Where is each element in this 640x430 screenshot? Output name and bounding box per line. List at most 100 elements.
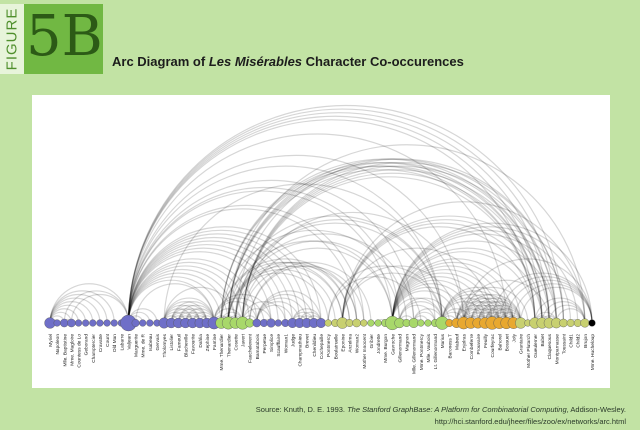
arc-link-51	[127, 272, 229, 324]
arc-link-106	[127, 205, 365, 324]
arc-link-39	[163, 297, 215, 324]
arc-link-79	[256, 301, 301, 324]
arc-link-162	[391, 272, 493, 324]
arc-link-35	[177, 308, 208, 324]
node-label-8: Count	[105, 333, 111, 346]
arc-link-124	[398, 304, 436, 324]
arc-link-231	[391, 240, 557, 324]
arc-link-145	[127, 154, 465, 324]
node-38	[316, 318, 326, 328]
arc-link-177	[391, 265, 508, 324]
arc-link-240	[541, 301, 586, 324]
arc-link-252	[391, 222, 593, 324]
node-12	[131, 319, 140, 327]
arc-link-127	[398, 301, 443, 324]
arc-link-246	[555, 308, 586, 324]
arc-link-193	[455, 293, 515, 324]
arc-link-179	[463, 301, 508, 324]
node-label-26: Cosette	[233, 334, 239, 351]
arc-link-111	[241, 247, 393, 324]
node-label-10: Labarre	[119, 334, 125, 351]
arc-link-55	[163, 286, 237, 324]
node-29	[252, 318, 262, 328]
node-label-29: Bamatabois	[255, 333, 261, 359]
node-1	[53, 319, 61, 327]
arc-link-130	[234, 219, 443, 324]
arc-link-118	[234, 233, 415, 324]
arc-link-77	[127, 237, 301, 324]
arc-link-174	[441, 294, 500, 324]
node-label-30: Perpetue	[262, 334, 268, 354]
arc-link-244	[341, 201, 586, 324]
arc-link-216	[391, 247, 543, 324]
arc-link-208	[241, 176, 536, 324]
node-label-2: Mlle. Baptistine	[62, 334, 68, 367]
arc-link-7	[49, 297, 101, 324]
arc-link-11	[63, 290, 130, 324]
source-prefix: Source: Knuth, D. E. 1993.	[255, 405, 348, 414]
arc-link-133	[227, 215, 443, 324]
arc-link-238	[391, 229, 579, 324]
node-label-49: Gillenormand	[397, 334, 403, 363]
arc-link-184	[127, 133, 508, 324]
arc-link-213	[127, 115, 543, 324]
node-label-64: Bossuet	[504, 333, 510, 351]
node-label-75: Brujon	[583, 334, 589, 348]
arc-link-163	[455, 304, 493, 324]
arc-link-46	[134, 283, 215, 324]
arc-link-40	[170, 301, 215, 324]
arc-link-210	[341, 226, 536, 324]
node-42	[345, 319, 354, 327]
arc-link-83	[256, 297, 308, 324]
node-label-3: Mme. Magloire	[69, 334, 75, 366]
node-label-7: Cravatte	[98, 334, 104, 352]
node-label-6: Champtercier	[91, 334, 97, 363]
node-label-66: Grantaire	[519, 334, 525, 354]
arc-link-64	[213, 301, 258, 324]
node-label-60: Prouvaire	[476, 334, 482, 355]
arc-link-54	[127, 268, 237, 324]
source-italic: The Stanford GraphBase: A Platform for C…	[347, 405, 567, 414]
arc-link-112	[127, 190, 393, 324]
arc-link-74	[241, 301, 286, 324]
arc-link-245	[548, 304, 586, 324]
node-label-62: Courfeyrac	[490, 333, 496, 357]
node-label-56: Baroness T	[447, 334, 453, 359]
arc-link-97	[220, 261, 343, 324]
node-label-1: Napoleon	[55, 334, 61, 355]
node-label-53: Mlle. Vaubois	[426, 333, 432, 362]
arc-link-223	[241, 169, 550, 324]
arc-link-207	[220, 165, 536, 324]
figure-word-strip: FIGURE	[0, 4, 24, 74]
node-label-74: Child2	[576, 334, 582, 348]
arc-link-175	[441, 290, 508, 324]
arc-link-114	[127, 187, 401, 324]
node-label-17: Listolier	[169, 334, 175, 351]
node-labels: Myriel Napoleon Mlle. Baptistine Mme. Maglo…	[48, 333, 596, 374]
node-8	[103, 319, 111, 327]
node-label-48: Gavroche	[390, 334, 396, 355]
node-markers	[44, 314, 596, 332]
arc-link-225	[463, 279, 550, 324]
node-label-18: Fameuil	[176, 334, 182, 351]
arc-link-67	[213, 297, 265, 324]
node-label-31: Simplice	[269, 334, 275, 352]
arc-links	[49, 104, 593, 324]
node-31	[266, 318, 276, 328]
arc-link-187	[391, 261, 515, 324]
arc-link-73	[127, 244, 286, 324]
arc-link-62	[127, 261, 251, 324]
node-label-76: Mme. Hucheloup	[590, 334, 596, 371]
arc-link-9	[49, 290, 115, 324]
node-7	[96, 319, 104, 327]
node-label-32: Scaufflaire	[276, 334, 282, 357]
node-label-59: Combeferre	[469, 334, 475, 360]
node-51	[408, 318, 419, 328]
node-72	[559, 318, 568, 328]
node-label-72: Toussaint	[561, 333, 567, 354]
arc-link-233	[227, 158, 557, 324]
node-label-19: Blacheville	[184, 334, 190, 357]
node-label-11: Valjean	[126, 334, 132, 350]
arc-link-131	[127, 165, 443, 324]
node-label-52: Mme. Pontmercy	[419, 333, 425, 370]
